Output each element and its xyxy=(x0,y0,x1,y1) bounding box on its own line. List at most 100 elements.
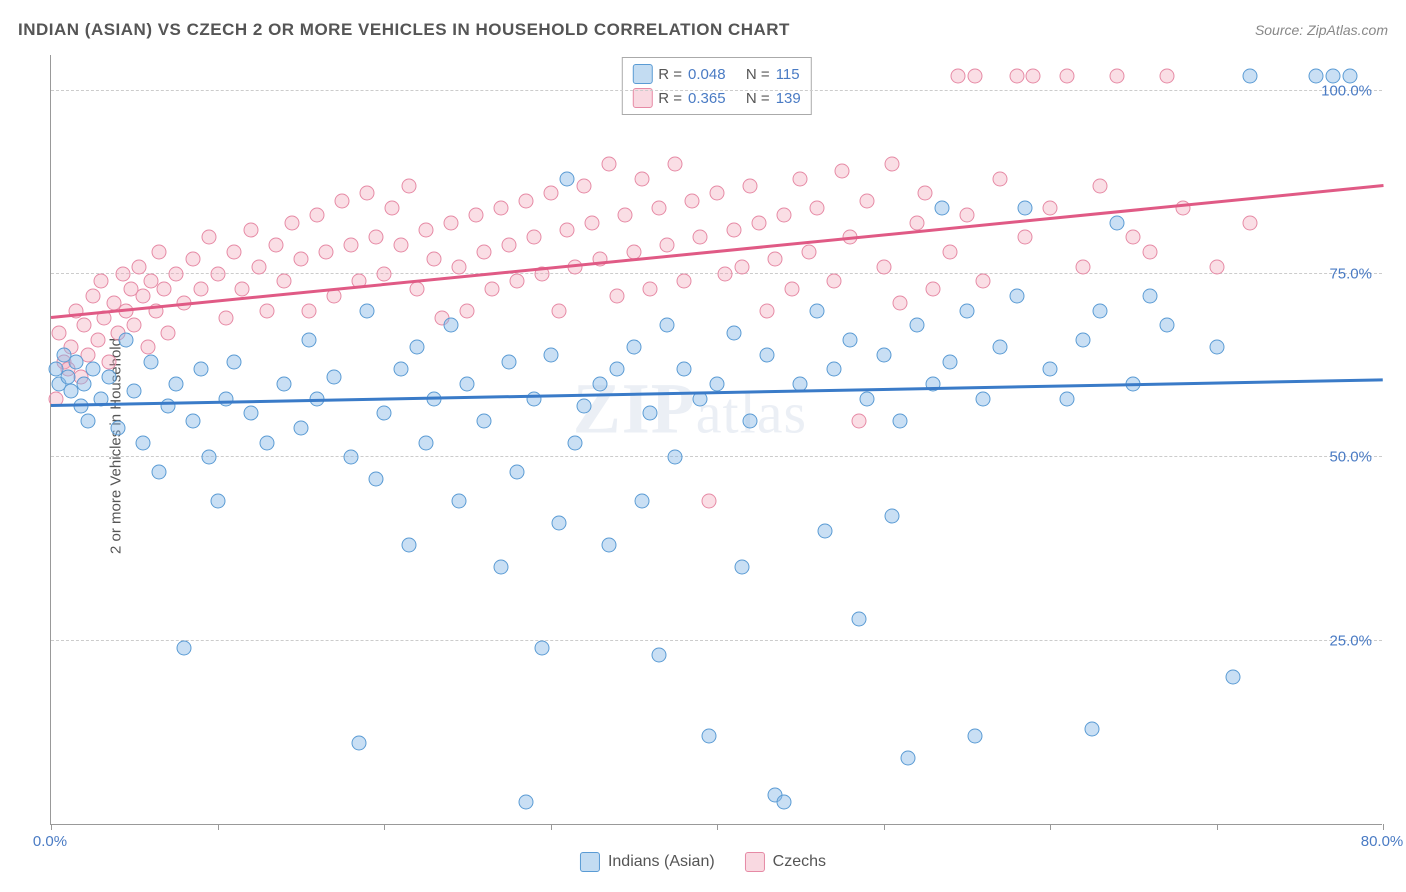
scatter-point xyxy=(535,641,550,656)
scatter-point xyxy=(343,237,358,252)
scatter-point xyxy=(610,289,625,304)
scatter-point xyxy=(776,795,791,810)
scatter-point xyxy=(210,494,225,509)
scatter-point xyxy=(93,274,108,289)
scatter-point xyxy=(660,318,675,333)
scatter-point xyxy=(177,641,192,656)
scatter-point xyxy=(1109,69,1124,84)
scatter-point xyxy=(493,201,508,216)
scatter-point xyxy=(327,369,342,384)
scatter-point xyxy=(168,377,183,392)
scatter-point xyxy=(235,281,250,296)
scatter-point xyxy=(826,362,841,377)
scatter-point xyxy=(809,201,824,216)
scatter-point xyxy=(127,318,142,333)
scatter-point xyxy=(1309,69,1324,84)
scatter-point xyxy=(368,230,383,245)
scatter-point xyxy=(951,69,966,84)
scatter-point xyxy=(834,164,849,179)
scatter-point xyxy=(1009,69,1024,84)
scatter-point xyxy=(1326,69,1341,84)
scatter-point xyxy=(132,259,147,274)
y-tick-label: 50.0% xyxy=(1329,449,1372,466)
scatter-point xyxy=(568,435,583,450)
scatter-point xyxy=(157,281,172,296)
scatter-point xyxy=(143,355,158,370)
scatter-point xyxy=(1126,230,1141,245)
scatter-point xyxy=(1209,259,1224,274)
scatter-point xyxy=(193,362,208,377)
scatter-point xyxy=(768,252,783,267)
scatter-point xyxy=(718,267,733,282)
scatter-point xyxy=(626,340,641,355)
scatter-point xyxy=(318,245,333,260)
n-value-indian: 115 xyxy=(776,66,800,83)
scatter-point xyxy=(618,208,633,223)
scatter-point xyxy=(593,252,608,267)
scatter-point xyxy=(551,516,566,531)
watermark: ZIPatlas xyxy=(573,367,807,450)
y-tick-label: 100.0% xyxy=(1321,82,1372,99)
scatter-point xyxy=(485,281,500,296)
scatter-point xyxy=(360,186,375,201)
scatter-point xyxy=(909,215,924,230)
scatter-point xyxy=(102,355,117,370)
scatter-point xyxy=(277,377,292,392)
scatter-point xyxy=(784,281,799,296)
scatter-point xyxy=(152,245,167,260)
gridline xyxy=(51,456,1382,457)
scatter-point xyxy=(693,230,708,245)
scatter-point xyxy=(576,179,591,194)
r-label: R = xyxy=(658,90,682,107)
scatter-point xyxy=(1092,303,1107,318)
scatter-point xyxy=(676,362,691,377)
scatter-point xyxy=(1043,362,1058,377)
scatter-point xyxy=(410,340,425,355)
scatter-point xyxy=(285,215,300,230)
scatter-point xyxy=(934,201,949,216)
x-tick xyxy=(1050,824,1051,830)
scatter-point xyxy=(501,355,516,370)
scatter-point xyxy=(884,509,899,524)
scatter-point xyxy=(115,267,130,282)
scatter-point xyxy=(293,421,308,436)
scatter-point xyxy=(901,751,916,766)
scatter-point xyxy=(80,413,95,428)
scatter-point xyxy=(1242,215,1257,230)
x-tick-label: 80.0% xyxy=(1361,833,1404,850)
scatter-point xyxy=(976,274,991,289)
scatter-point xyxy=(959,208,974,223)
scatter-point xyxy=(651,201,666,216)
scatter-point xyxy=(943,245,958,260)
scatter-point xyxy=(685,193,700,208)
scatter-point xyxy=(976,391,991,406)
scatter-point xyxy=(243,223,258,238)
scatter-point xyxy=(102,369,117,384)
scatter-point xyxy=(418,435,433,450)
scatter-point xyxy=(460,377,475,392)
scatter-point xyxy=(168,267,183,282)
scatter-point xyxy=(1059,69,1074,84)
scatter-point xyxy=(851,611,866,626)
scatter-point xyxy=(1226,670,1241,685)
scatter-point xyxy=(68,355,83,370)
scatter-point xyxy=(710,186,725,201)
scatter-point xyxy=(734,560,749,575)
scatter-point xyxy=(809,303,824,318)
scatter-point xyxy=(859,193,874,208)
scatter-point xyxy=(593,377,608,392)
scatter-point xyxy=(734,259,749,274)
scatter-point xyxy=(926,281,941,296)
scatter-point xyxy=(968,729,983,744)
scatter-point xyxy=(909,318,924,333)
source-label: Source: ZipAtlas.com xyxy=(1255,22,1388,38)
scatter-point xyxy=(335,193,350,208)
scatter-point xyxy=(118,333,133,348)
chart-container: INDIAN (ASIAN) VS CZECH 2 OR MORE VEHICL… xyxy=(0,0,1406,892)
scatter-point xyxy=(668,450,683,465)
r-value-czech: 0.365 xyxy=(688,90,726,107)
scatter-point xyxy=(1342,69,1357,84)
scatter-point xyxy=(85,362,100,377)
scatter-point xyxy=(476,413,491,428)
x-tick xyxy=(717,824,718,830)
